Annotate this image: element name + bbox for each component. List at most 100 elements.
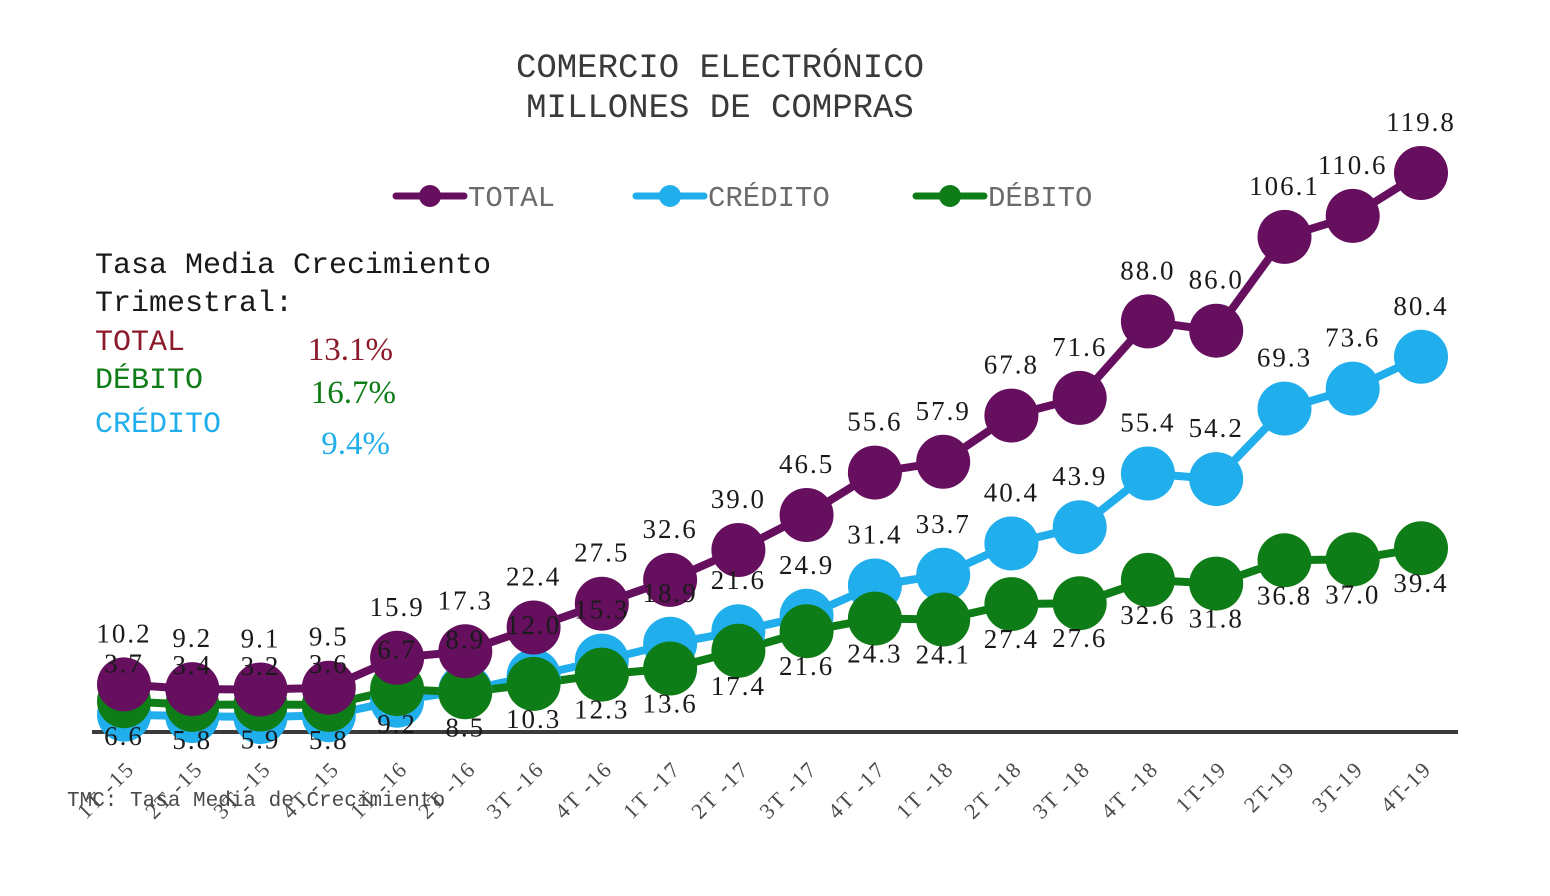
x-tick-label-12: 1T -18 xyxy=(891,756,959,824)
data-labels: 10.2 9.2 9.1 9.5 15.9 17.3 22.4 27.5 32.6 39.0 46.… xyxy=(96,107,1456,755)
data-label-credito-13: 40.4 xyxy=(984,478,1039,508)
data-label-total-15: 88.0 xyxy=(1120,255,1175,285)
data-label-total-3: 9.5 xyxy=(309,622,349,652)
footnote: TMC: Tasa Media de Crecimiento xyxy=(67,790,445,813)
data-label-debito-19: 39.4 xyxy=(1393,568,1448,598)
data-label-total-10: 46.5 xyxy=(779,449,834,479)
data-label-total-2: 9.1 xyxy=(241,624,281,654)
data-label-credito-10: 24.9 xyxy=(779,550,834,580)
data-label-debito-18: 37.0 xyxy=(1325,579,1380,609)
growth-rate-value-debito: 16.7% xyxy=(311,375,396,411)
data-point-debito-17 xyxy=(1257,533,1312,588)
data-point-total-8 xyxy=(643,552,698,607)
x-tick-label-10: 3T -17 xyxy=(754,756,822,824)
data-label-credito-5: 8.9 xyxy=(445,625,485,655)
x-tick-label-17: 2T-19 xyxy=(1239,756,1300,817)
data-label-debito-15: 32.6 xyxy=(1120,600,1175,630)
legend-marker-debito xyxy=(939,185,961,207)
data-point-credito-19 xyxy=(1394,329,1448,384)
data-label-debito-6: 10.3 xyxy=(506,704,561,734)
data-point-total-1 xyxy=(165,662,220,717)
legend-marker-credito xyxy=(659,185,681,207)
data-label-credito-18: 73.6 xyxy=(1325,323,1380,353)
data-label-credito-0: 3.7 xyxy=(104,649,144,679)
data-point-total-19 xyxy=(1394,146,1448,200)
growth-rate-heading-2: Trimestral: xyxy=(95,287,293,321)
series-points xyxy=(97,146,1448,745)
data-point-total-17 xyxy=(1257,209,1312,264)
data-point-credito-14 xyxy=(1052,500,1107,555)
data-point-debito-11 xyxy=(847,591,902,646)
data-label-credito-8: 18.9 xyxy=(642,578,697,608)
data-point-total-7 xyxy=(574,576,629,631)
data-label-credito-15: 55.4 xyxy=(1120,408,1175,438)
chart-title: COMERCIO ELECTRÓNICO MILLONES DE COMPRAS xyxy=(516,49,924,128)
data-label-total-0: 10.2 xyxy=(96,618,151,648)
data-point-debito-6 xyxy=(506,656,561,711)
data-point-credito-12 xyxy=(916,547,971,602)
x-tick-label-9: 2T -17 xyxy=(686,756,754,824)
data-label-debito-3: 5.8 xyxy=(309,725,349,755)
data-point-total-6 xyxy=(506,600,561,655)
data-point-debito-10 xyxy=(779,604,834,659)
data-label-debito-14: 27.6 xyxy=(1052,623,1107,653)
data-label-total-18: 110.6 xyxy=(1318,150,1388,180)
data-label-credito-11: 31.4 xyxy=(847,520,902,550)
data-point-debito-5 xyxy=(438,665,493,720)
data-label-debito-7: 12.3 xyxy=(574,695,629,725)
data-label-total-6: 22.4 xyxy=(506,562,561,592)
x-tick-label-15: 4T -18 xyxy=(1096,756,1164,824)
data-label-total-8: 32.6 xyxy=(642,514,697,544)
data-label-debito-4: 9.2 xyxy=(377,709,417,739)
legend-label-debito: DÉBITO xyxy=(988,181,1092,215)
data-point-debito-18 xyxy=(1325,532,1380,587)
data-point-debito-8 xyxy=(643,641,698,696)
data-point-debito-16 xyxy=(1189,556,1244,611)
data-label-total-9: 39.0 xyxy=(711,484,766,514)
data-point-total-9 xyxy=(711,523,766,577)
growth-rate-value-credito: 9.4% xyxy=(321,426,390,462)
data-point-total-11 xyxy=(847,445,902,500)
x-tick-label-19: 4T-19 xyxy=(1375,756,1436,817)
data-point-total-12 xyxy=(916,434,971,489)
x-tick-label-18: 3T-19 xyxy=(1307,756,1368,817)
data-label-credito-6: 12.0 xyxy=(506,610,561,640)
data-label-debito-1: 5.8 xyxy=(172,725,212,755)
chart-title-line-2: MILLONES DE COMPRAS xyxy=(526,90,914,128)
x-tick-label-11: 4T -17 xyxy=(823,756,891,824)
x-tick-label-14: 3T -18 xyxy=(1027,756,1095,824)
data-label-debito-5: 8.5 xyxy=(445,712,485,742)
data-point-total-4 xyxy=(370,630,425,685)
data-label-debito-16: 31.8 xyxy=(1189,604,1244,634)
data-point-debito-7 xyxy=(574,647,629,702)
data-label-credito-1: 3.4 xyxy=(172,650,212,680)
data-point-total-16 xyxy=(1189,303,1244,358)
data-point-total-3 xyxy=(301,660,356,715)
data-point-debito-13 xyxy=(984,577,1039,632)
data-point-credito-16 xyxy=(1189,452,1244,507)
data-label-credito-12: 33.7 xyxy=(916,509,971,539)
data-label-total-7: 27.5 xyxy=(574,538,629,568)
data-label-total-17: 106.1 xyxy=(1249,171,1320,201)
data-label-credito-4: 6.7 xyxy=(377,635,417,665)
data-point-debito-14 xyxy=(1052,576,1107,631)
x-tick-label-13: 2T -18 xyxy=(959,756,1027,824)
growth-rate-label-credito: CRÉDITO xyxy=(95,407,221,442)
chart-title-line-1: COMERCIO ELECTRÓNICO xyxy=(516,49,924,88)
data-label-credito-14: 43.9 xyxy=(1052,461,1107,491)
data-point-total-2 xyxy=(233,662,288,717)
data-label-total-1: 9.2 xyxy=(172,623,212,653)
growth-rate-value-total: 13.1% xyxy=(308,332,393,368)
data-label-credito-3: 3.6 xyxy=(309,649,349,679)
data-label-debito-12: 24.1 xyxy=(916,640,971,670)
data-point-total-0 xyxy=(97,657,151,712)
data-point-debito-19 xyxy=(1394,521,1448,576)
data-label-total-19: 119.8 xyxy=(1386,107,1456,137)
growth-rate-box: Tasa Media Crecimiento Trimestral: TOTAL… xyxy=(95,249,491,462)
data-label-total-13: 67.8 xyxy=(984,350,1039,380)
growth-rate-label-debito: DÉBITO xyxy=(95,363,203,398)
data-label-debito-17: 36.8 xyxy=(1257,580,1312,610)
chart-legend: TOTAL CRÉDITO DÉBITO xyxy=(392,181,1092,215)
data-point-credito-15 xyxy=(1120,446,1175,501)
legend-label-total: TOTAL xyxy=(468,182,555,215)
